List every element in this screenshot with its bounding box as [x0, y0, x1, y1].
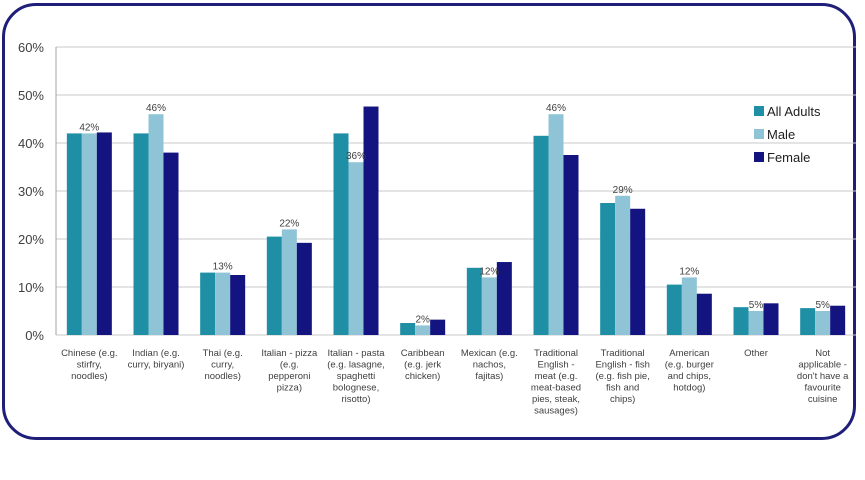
legend-swatch	[754, 106, 764, 116]
legend-label: Male	[767, 127, 795, 142]
bar-female	[496, 262, 512, 335]
bar-male	[481, 277, 497, 335]
data-label: 36%	[346, 151, 366, 162]
bar-male	[148, 114, 164, 335]
category-label: Mexican (e.g. nachos, fajitas)	[461, 348, 518, 382]
bar-female	[430, 319, 446, 335]
y-tick-label: 40%	[18, 136, 44, 151]
bars	[66, 106, 846, 336]
data-label: 12%	[479, 266, 499, 277]
bar-male	[681, 277, 697, 335]
data-label: 29%	[613, 185, 633, 196]
data-label: 13%	[213, 262, 233, 273]
data-label: 22%	[279, 218, 299, 229]
category-label: Traditional English - fish (e.g. fish pie,…	[595, 348, 649, 405]
legend-label: Female	[767, 150, 810, 165]
bar-female	[230, 275, 246, 335]
bar-all-adults	[66, 133, 82, 335]
bar-all-adults	[666, 284, 682, 335]
bar-all-adults	[133, 133, 149, 335]
category-label: Thai (e.g. curry, noodles)	[203, 348, 243, 382]
data-label: 5%	[749, 300, 764, 311]
bar-male	[748, 311, 764, 335]
gridlines	[56, 46, 856, 336]
bar-male	[215, 272, 231, 335]
bar-male	[615, 195, 631, 335]
bar-male	[81, 133, 97, 335]
category-label: Traditional English -meat (e.g. meat-based…	[531, 348, 581, 417]
legend-label: All Adults	[767, 104, 821, 119]
y-tick-label: 30%	[18, 184, 44, 199]
category-labels: Chinese (e.g. stirfry, noodles) Indian (e.g…	[61, 348, 849, 417]
bar-female	[296, 242, 312, 335]
bar-female	[696, 293, 712, 335]
category-label: Other	[744, 348, 768, 359]
legend-swatch	[754, 152, 764, 162]
bar-all-adults	[600, 203, 616, 335]
category-label: Indian (e.g. curry, biryani)	[128, 348, 185, 371]
bar-male	[348, 162, 364, 335]
category-label: Chinese (e.g. stirfry, noodles)	[61, 348, 118, 382]
legend: All Adults Male Female	[754, 104, 821, 165]
bar-all-adults	[333, 133, 349, 335]
bar-male	[548, 114, 564, 335]
bar-all-adults	[800, 308, 816, 335]
bar-all-adults	[466, 267, 482, 335]
bar-all-adults	[200, 272, 216, 335]
data-label: 5%	[815, 300, 830, 311]
category-label: Italian - pizza (e.g. pepperoni pizza)	[261, 348, 318, 394]
data-labels: 42% 46% 13% 22% 36% 2% 12% 46% 29% 12% 5% 5%	[79, 103, 830, 325]
data-label: 2%	[415, 314, 430, 325]
y-axis: 0% 10% 20% 30% 40% 50% 60%	[18, 40, 57, 343]
data-label: 46%	[146, 103, 166, 114]
legend-swatch	[754, 129, 764, 139]
category-label: Italian - pasta (e.g. lasagne, spaghetti bo…	[327, 348, 385, 405]
bar-female	[363, 106, 379, 336]
bar-male	[281, 229, 297, 335]
bar-all-adults	[733, 307, 749, 335]
y-tick-label: 10%	[18, 280, 44, 295]
bar-female	[630, 208, 646, 335]
y-tick-label: 60%	[18, 40, 44, 55]
bar-all-adults	[533, 135, 549, 335]
bar-all-adults	[266, 236, 282, 335]
bar-female	[563, 155, 579, 335]
data-label: 42%	[79, 122, 99, 133]
bar-all-adults	[400, 323, 416, 335]
bar-male	[815, 311, 831, 335]
y-tick-label: 0%	[25, 328, 44, 343]
category-label: American (e.g. burger and chips, hotdog)	[665, 348, 714, 394]
data-label: 12%	[679, 266, 699, 277]
bar-female	[830, 305, 846, 335]
y-tick-label: 20%	[18, 232, 44, 247]
bar-female	[96, 132, 112, 335]
category-label: Caribbean (e.g. jerk chicken)	[401, 348, 445, 382]
bar-female	[763, 303, 779, 335]
data-label: 46%	[546, 103, 566, 114]
y-tick-label: 50%	[18, 88, 44, 103]
bar-female	[163, 152, 179, 335]
bar-male	[415, 325, 431, 335]
category-label: Not applicable -don't have a favourite cuis…	[797, 348, 849, 405]
